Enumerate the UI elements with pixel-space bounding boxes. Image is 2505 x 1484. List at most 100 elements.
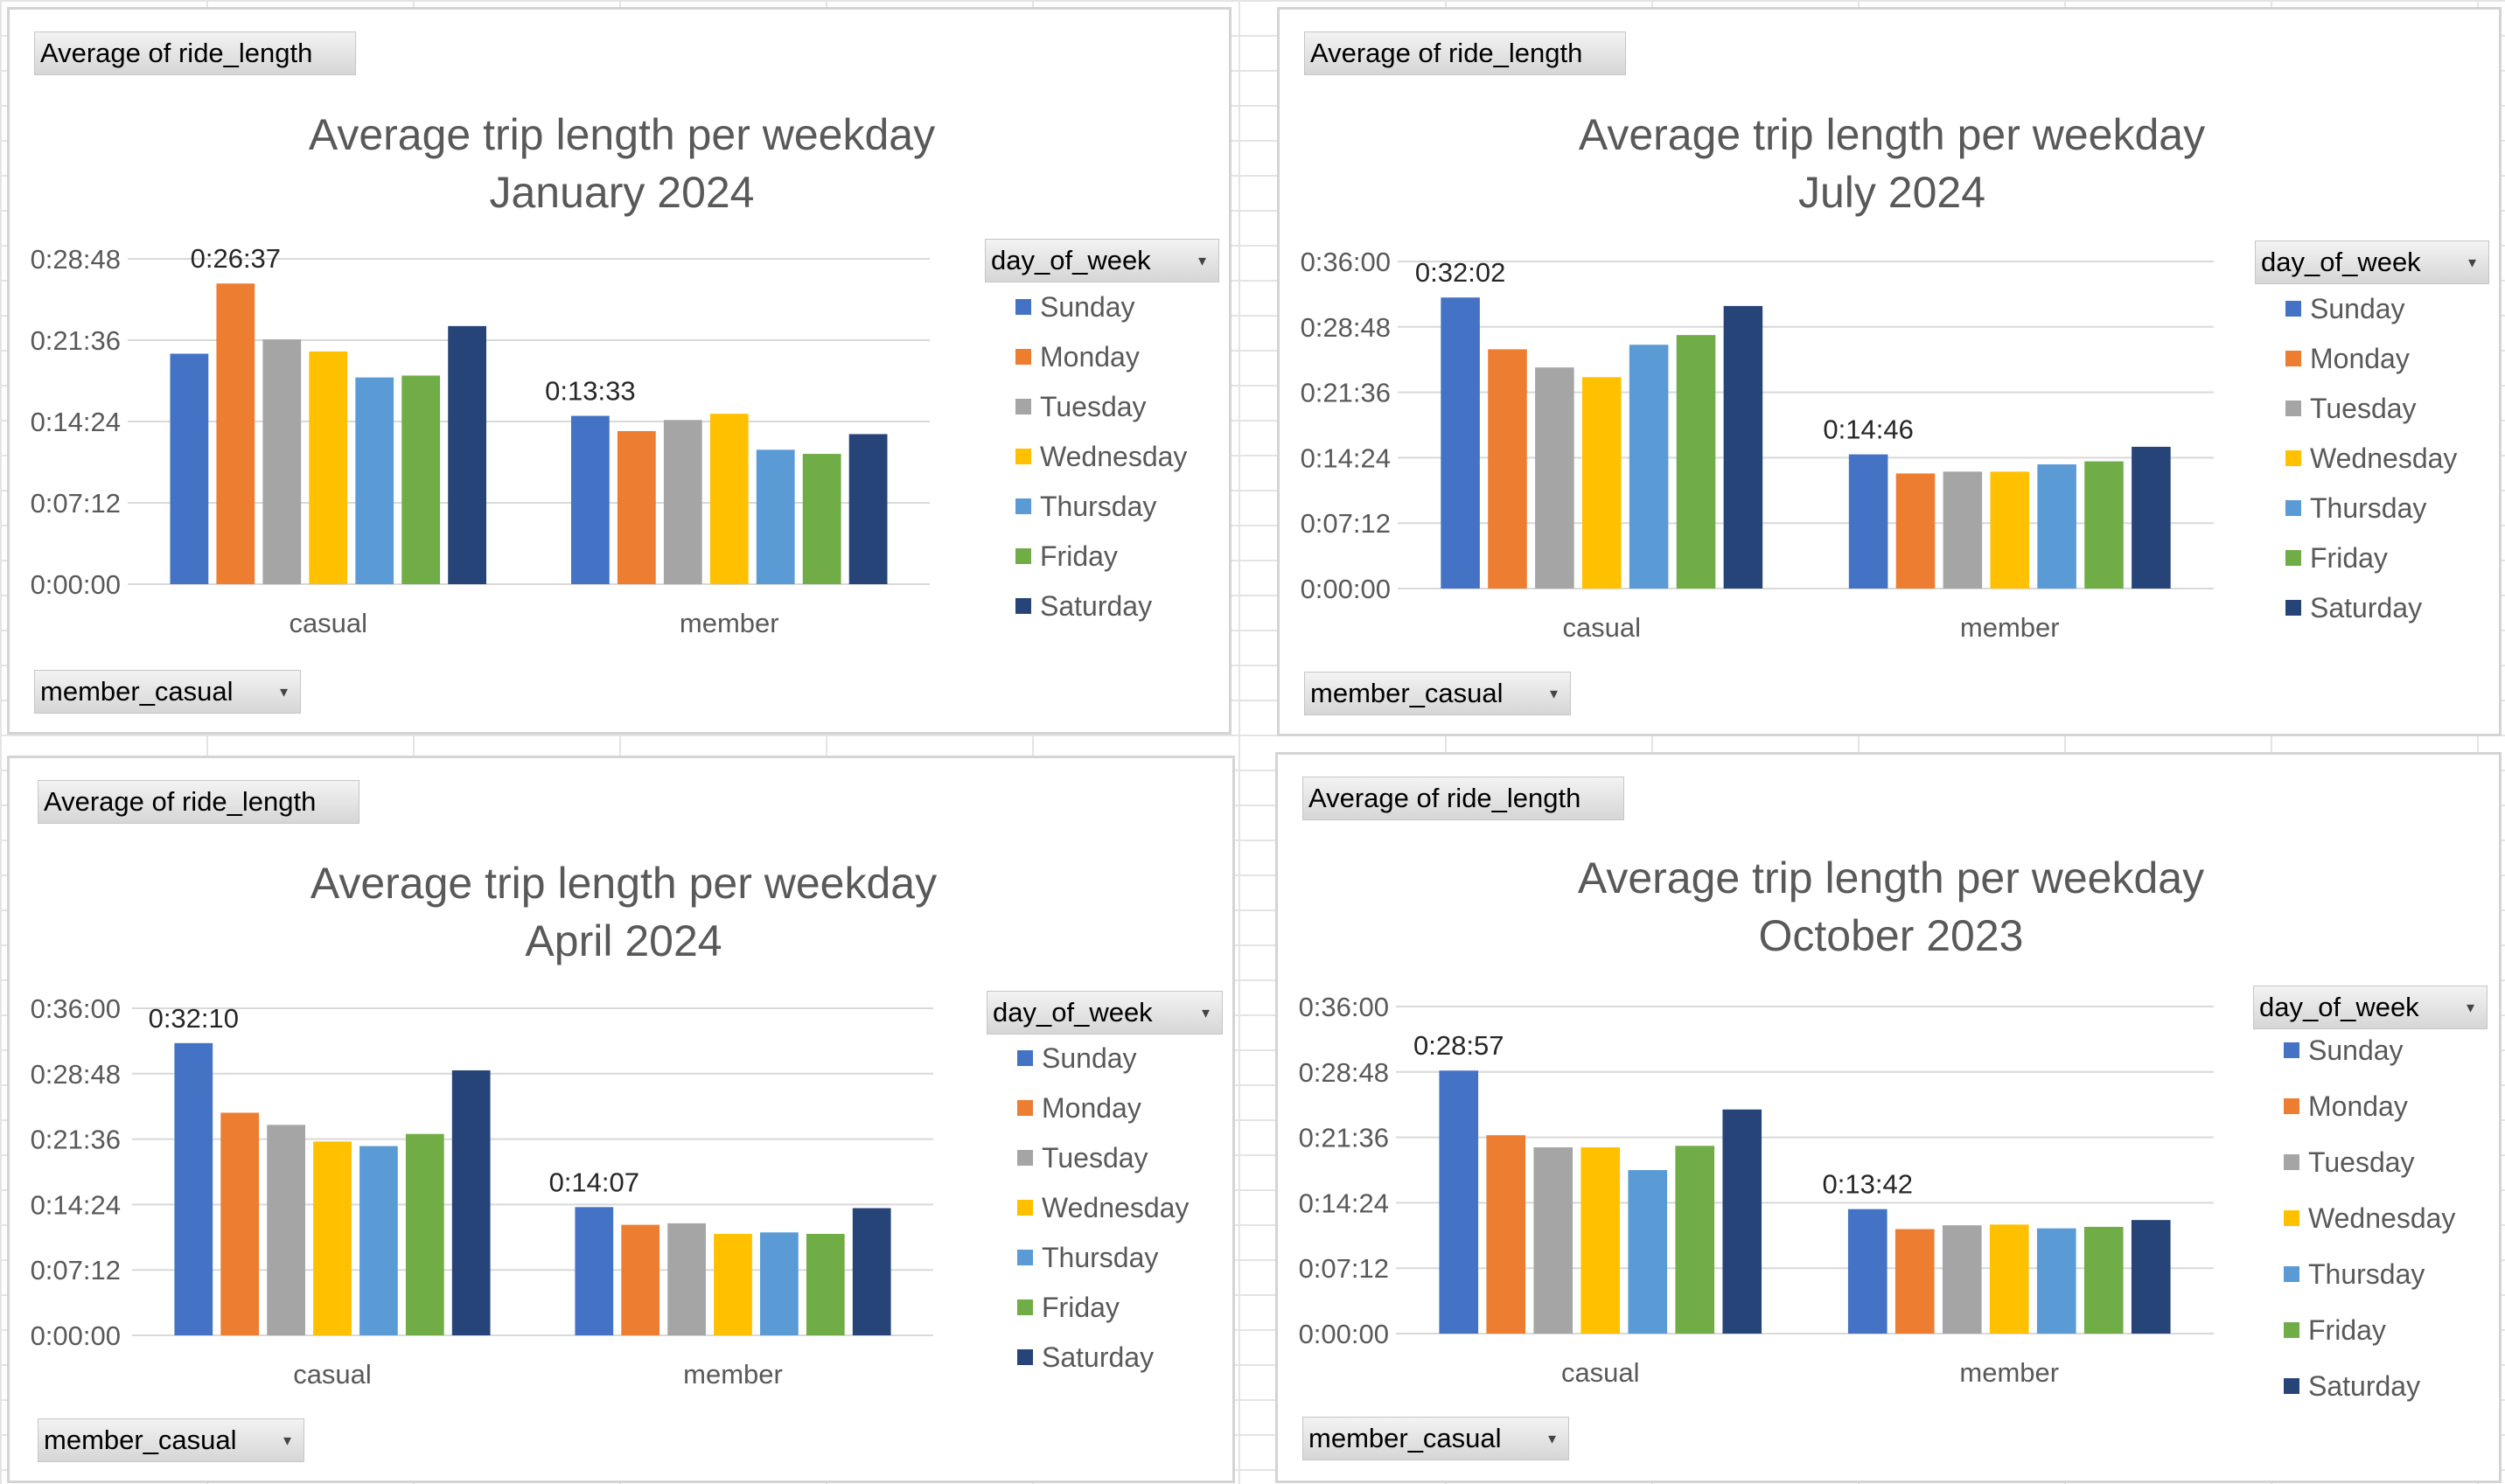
legend-swatch xyxy=(2285,449,2301,466)
column-field-button[interactable]: day_of_week ▾ xyxy=(987,991,1223,1035)
y-tick-label: 0:00:00 xyxy=(1299,1319,1389,1349)
legend-item-tuesday: Tuesday xyxy=(1015,389,1147,424)
value-field-button[interactable]: Average of ride_length xyxy=(38,780,359,824)
bar-member-tuesday[interactable] xyxy=(1942,1225,1982,1334)
value-field-button[interactable]: Average of ride_length xyxy=(1304,31,1626,75)
column-field-button[interactable]: day_of_week ▾ xyxy=(985,239,1219,282)
legend-swatch xyxy=(1017,1099,1033,1116)
bar-member-sunday[interactable] xyxy=(1848,454,1888,589)
column-field-button[interactable]: day_of_week ▾ xyxy=(2255,240,2489,284)
bar-casual-thursday[interactable] xyxy=(1629,345,1669,589)
bar-casual-friday[interactable] xyxy=(401,375,441,584)
bar-casual-saturday[interactable] xyxy=(1722,1109,1762,1334)
x-category-label: casual xyxy=(1562,612,1641,643)
bar-member-sunday[interactable] xyxy=(1847,1209,1887,1334)
bar-casual-friday[interactable] xyxy=(1675,1146,1715,1334)
bar-casual-saturday[interactable] xyxy=(1723,305,1763,589)
bar-casual-monday[interactable] xyxy=(1486,1135,1526,1334)
legend-item-friday: Friday xyxy=(1017,1290,1120,1325)
data-label: 0:26:37 xyxy=(191,243,281,274)
bar-casual-tuesday[interactable] xyxy=(262,339,302,584)
bar-casual-wednesday[interactable] xyxy=(1580,1147,1621,1334)
row-field-button[interactable]: member_casual ▾ xyxy=(34,670,301,714)
bar-member-saturday[interactable] xyxy=(848,434,888,584)
legend-swatch xyxy=(2284,1097,2299,1114)
bar-member-saturday[interactable] xyxy=(2131,1220,2171,1334)
bar-member-monday[interactable] xyxy=(1895,473,1936,589)
bar-casual-saturday[interactable] xyxy=(451,1069,491,1335)
legend-swatch xyxy=(2284,1377,2299,1394)
legend-label: Wednesday xyxy=(2310,442,2458,474)
bar-member-saturday[interactable] xyxy=(2132,446,2171,589)
bar-casual-sunday[interactable] xyxy=(1439,1070,1479,1334)
legend-label: Thursday xyxy=(2308,1258,2425,1290)
bar-casual-thursday[interactable] xyxy=(1628,1170,1668,1334)
bar-member-wednesday[interactable] xyxy=(1990,471,2030,589)
legend-label: Sunday xyxy=(1042,1042,1137,1074)
dropdown-arrow-icon: ▾ xyxy=(283,1432,291,1449)
bar-member-thursday[interactable] xyxy=(756,449,795,584)
bar-member-saturday[interactable] xyxy=(852,1208,891,1335)
row-field-button[interactable]: member_casual ▾ xyxy=(1302,1417,1569,1460)
bar-casual-wednesday[interactable] xyxy=(1581,377,1622,589)
bar-member-thursday[interactable] xyxy=(2036,1228,2076,1334)
bar-casual-tuesday[interactable] xyxy=(1535,367,1574,589)
legend-label: Thursday xyxy=(1042,1242,1159,1273)
column-field-button[interactable]: day_of_week ▾ xyxy=(2253,986,2488,1029)
bar-member-thursday[interactable] xyxy=(2037,464,2076,589)
bar-member-monday[interactable] xyxy=(1894,1229,1935,1334)
bar-casual-thursday[interactable] xyxy=(355,377,394,584)
value-field-button[interactable]: Average of ride_length xyxy=(34,31,356,75)
bar-member-wednesday[interactable] xyxy=(714,1233,752,1335)
y-tick-label: 0:00:00 xyxy=(31,569,121,600)
y-tick-label: 0:36:00 xyxy=(31,993,121,1024)
bar-casual-tuesday[interactable] xyxy=(1533,1147,1573,1334)
bar-casual-friday[interactable] xyxy=(405,1133,444,1335)
legend-label: Tuesday xyxy=(1040,391,1147,422)
bar-member-tuesday[interactable] xyxy=(663,420,702,584)
bar-casual-saturday[interactable] xyxy=(448,325,487,584)
legend-swatch xyxy=(2285,350,2301,366)
row-field-button[interactable]: member_casual ▾ xyxy=(38,1418,304,1462)
bar-casual-tuesday[interactable] xyxy=(267,1125,305,1335)
bar-casual-wednesday[interactable] xyxy=(313,1141,352,1335)
bar-casual-monday[interactable] xyxy=(216,283,255,584)
legend-label: Monday xyxy=(2308,1090,2408,1122)
bar-casual-wednesday[interactable] xyxy=(309,351,348,584)
chart-title-line1: Average trip length per weekday xyxy=(310,859,938,908)
bar-member-tuesday[interactable] xyxy=(667,1223,706,1335)
bar-member-wednesday[interactable] xyxy=(709,414,749,584)
bar-member-sunday[interactable] xyxy=(575,1207,614,1335)
bar-member-sunday[interactable] xyxy=(570,415,610,584)
bar-member-wednesday[interactable] xyxy=(1989,1224,2029,1334)
bar-casual-sunday[interactable] xyxy=(170,353,209,585)
bar-casual-monday[interactable] xyxy=(1488,349,1527,589)
legend-label: Friday xyxy=(1042,1292,1120,1323)
bar-casual-sunday[interactable] xyxy=(174,1042,213,1335)
bar-casual-monday[interactable] xyxy=(220,1112,260,1335)
x-category-label: member xyxy=(680,608,779,638)
legend-swatch xyxy=(1015,398,1031,415)
bar-casual-sunday[interactable] xyxy=(1441,297,1480,589)
bar-member-friday[interactable] xyxy=(806,1233,845,1335)
chart-panel-january-2024: Average of ride_length Average trip leng… xyxy=(7,7,1232,735)
legend-swatch xyxy=(2284,1153,2299,1170)
bar-casual-friday[interactable] xyxy=(1676,335,1716,589)
legend-label: Monday xyxy=(2310,343,2410,374)
bar-casual-thursday[interactable] xyxy=(359,1146,398,1335)
bar-member-thursday[interactable] xyxy=(760,1232,799,1335)
legend-swatch xyxy=(1017,1199,1033,1216)
bar-member-monday[interactable] xyxy=(617,430,656,584)
chart-title-line2: July 2024 xyxy=(1797,168,1986,217)
row-field-button[interactable]: member_casual ▾ xyxy=(1304,672,1571,715)
x-category-label: member xyxy=(1959,1357,2059,1388)
value-field-button[interactable]: Average of ride_length xyxy=(1302,777,1624,820)
legend-swatch xyxy=(2285,300,2301,317)
bar-member-monday[interactable] xyxy=(621,1224,660,1335)
bar-member-friday[interactable] xyxy=(2083,1226,2124,1334)
chart-title: Average trip length per weekday July 202… xyxy=(1455,106,2329,221)
bar-member-friday[interactable] xyxy=(2084,461,2124,589)
bar-member-friday[interactable] xyxy=(802,454,841,584)
bar-member-tuesday[interactable] xyxy=(1943,471,1983,589)
legend-label: Friday xyxy=(2310,542,2388,574)
